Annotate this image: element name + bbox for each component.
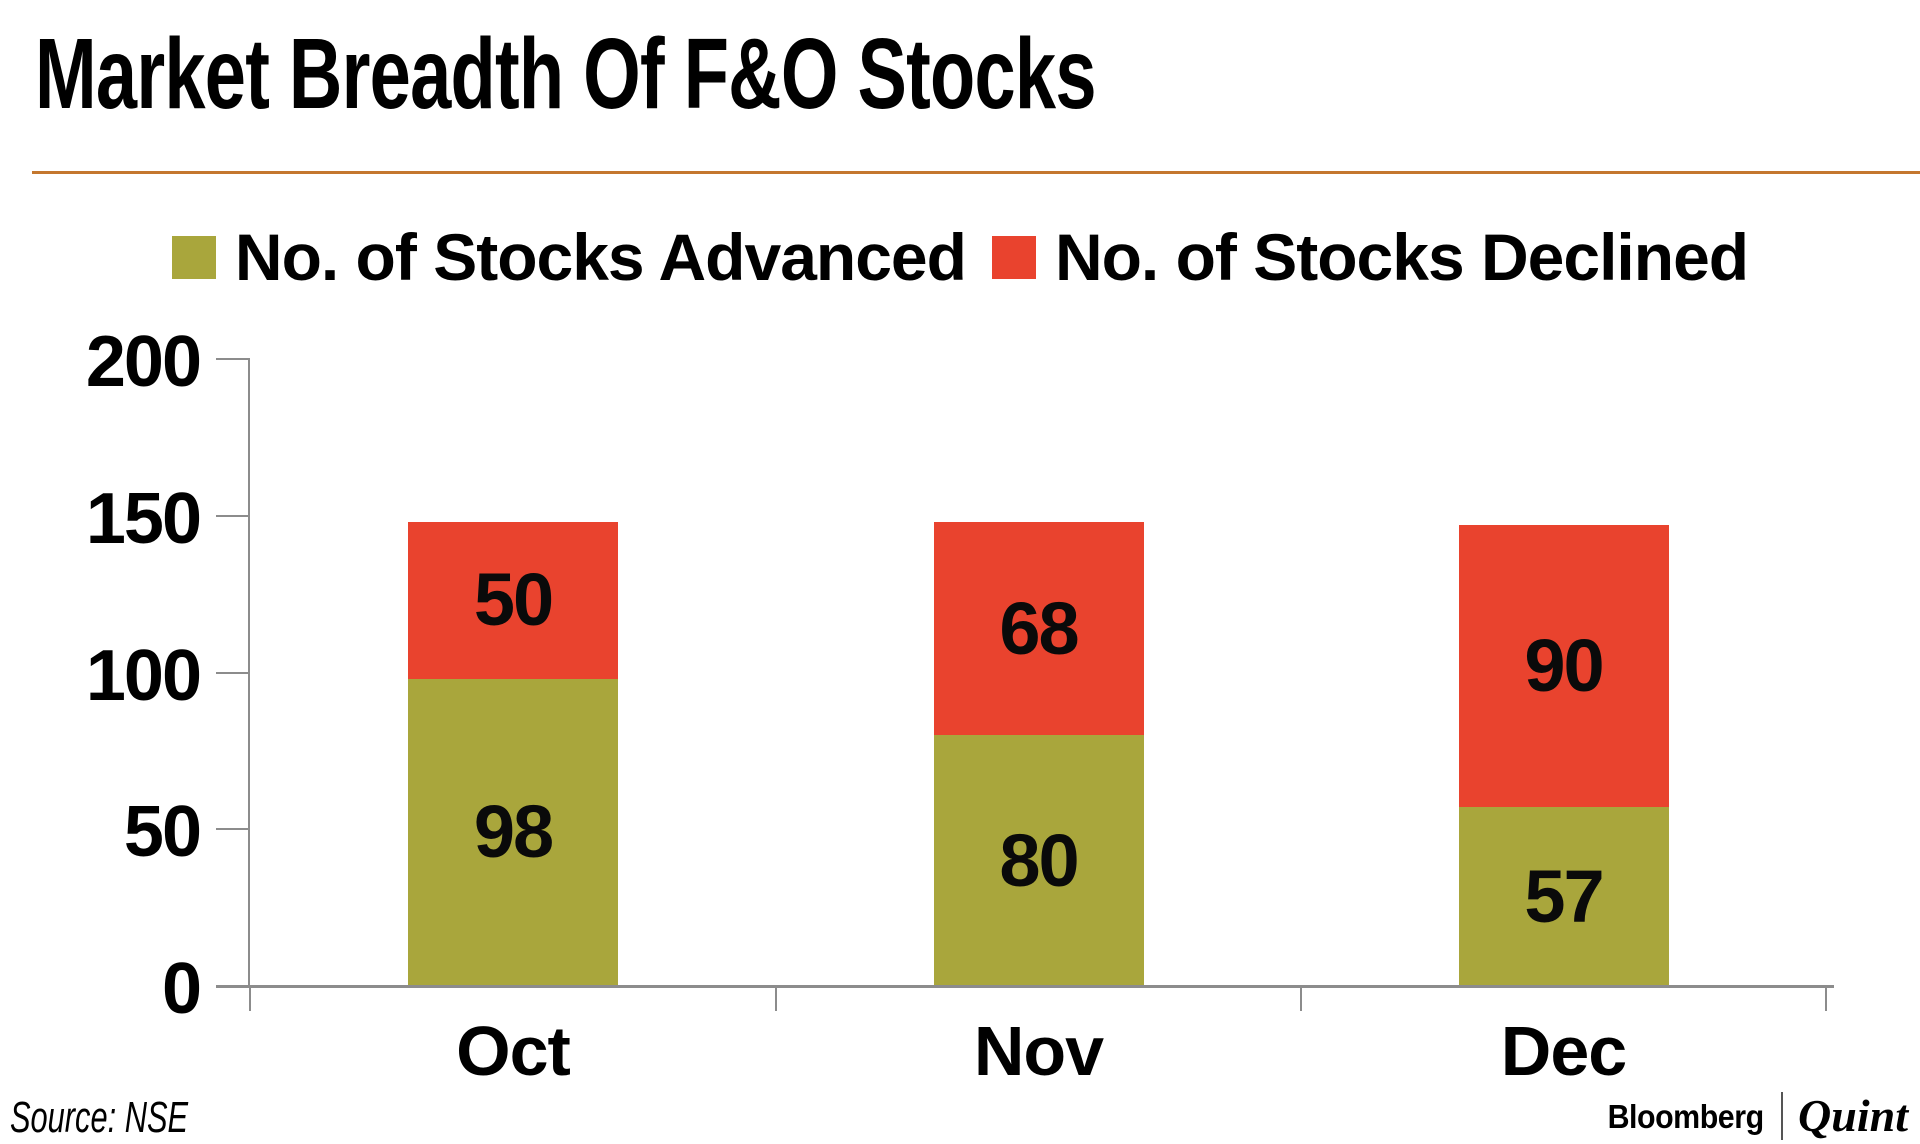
x-axis-line	[216, 985, 1834, 988]
brand-separator	[1781, 1092, 1784, 1140]
source-note: Source: NSE	[10, 1093, 189, 1142]
y-tick-label-50: 50	[123, 792, 202, 873]
bar-value-label: 68	[999, 586, 1079, 670]
bar-value-label: 90	[1524, 624, 1604, 708]
y-tick-mark-100	[216, 671, 250, 674]
y-tick-label-200: 200	[85, 322, 202, 402]
x-boundary-tick-2	[1300, 985, 1302, 1011]
brand-logo: Bloomberg Quint	[1594, 1092, 1908, 1140]
legend-swatch-declined-icon	[991, 235, 1036, 279]
bar-oct: 98 50	[408, 522, 618, 986]
bar-segment-nov-advanced: 80	[933, 735, 1144, 986]
bar-value-label: 57	[1524, 854, 1604, 938]
legend-label-advanced: No. of Stocks Advanced	[234, 220, 967, 294]
bar-value-label: 80	[999, 818, 1079, 902]
x-label-oct: Oct	[456, 1012, 571, 1090]
y-tick-mark-50	[216, 828, 250, 831]
x-boundary-tick-1	[775, 985, 777, 1011]
legend-label-declined: No. of Stocks Declined	[1054, 220, 1749, 294]
legend: No. of Stocks Advanced No. of Stocks Dec…	[0, 224, 1920, 290]
legend-item-advanced: No. of Stocks Advanced	[171, 220, 967, 294]
brand-bloomberg: Bloomberg	[1607, 1097, 1765, 1135]
y-tick-label-150: 150	[85, 478, 202, 559]
x-boundary-tick-3	[1825, 985, 1827, 1011]
brand-quint: Quint	[1798, 1090, 1908, 1141]
bar-segment-dec-declined: 90	[1458, 525, 1669, 808]
chart-title: Market Breadth Of F&O Stocks	[35, 18, 1096, 130]
bar-value-label: 98	[473, 790, 554, 874]
bar-value-label: 50	[473, 558, 554, 642]
title-divider	[32, 171, 1920, 174]
legend-swatch-advanced-icon	[171, 235, 216, 279]
y-tick-mark-200	[216, 358, 250, 360]
y-tick-label-100: 100	[85, 635, 202, 716]
y-tick-label-0: 0	[161, 949, 202, 1029]
x-label-nov: Nov	[973, 1012, 1104, 1090]
bar-segment-dec-advanced: 57	[1458, 807, 1669, 986]
legend-item-declined: No. of Stocks Declined	[991, 220, 1749, 294]
bar-segment-nov-declined: 68	[933, 522, 1144, 736]
y-tick-mark-150	[216, 514, 250, 517]
bar-dec: 57 90	[1458, 525, 1669, 986]
x-label-dec: Dec	[1500, 1012, 1627, 1090]
x-boundary-tick-0	[249, 985, 251, 1011]
bar-segment-oct-advanced: 98	[408, 678, 618, 986]
y-axis-line	[248, 359, 250, 986]
bar-nov: 80 68	[933, 522, 1144, 986]
bar-segment-oct-declined: 50	[408, 522, 618, 679]
